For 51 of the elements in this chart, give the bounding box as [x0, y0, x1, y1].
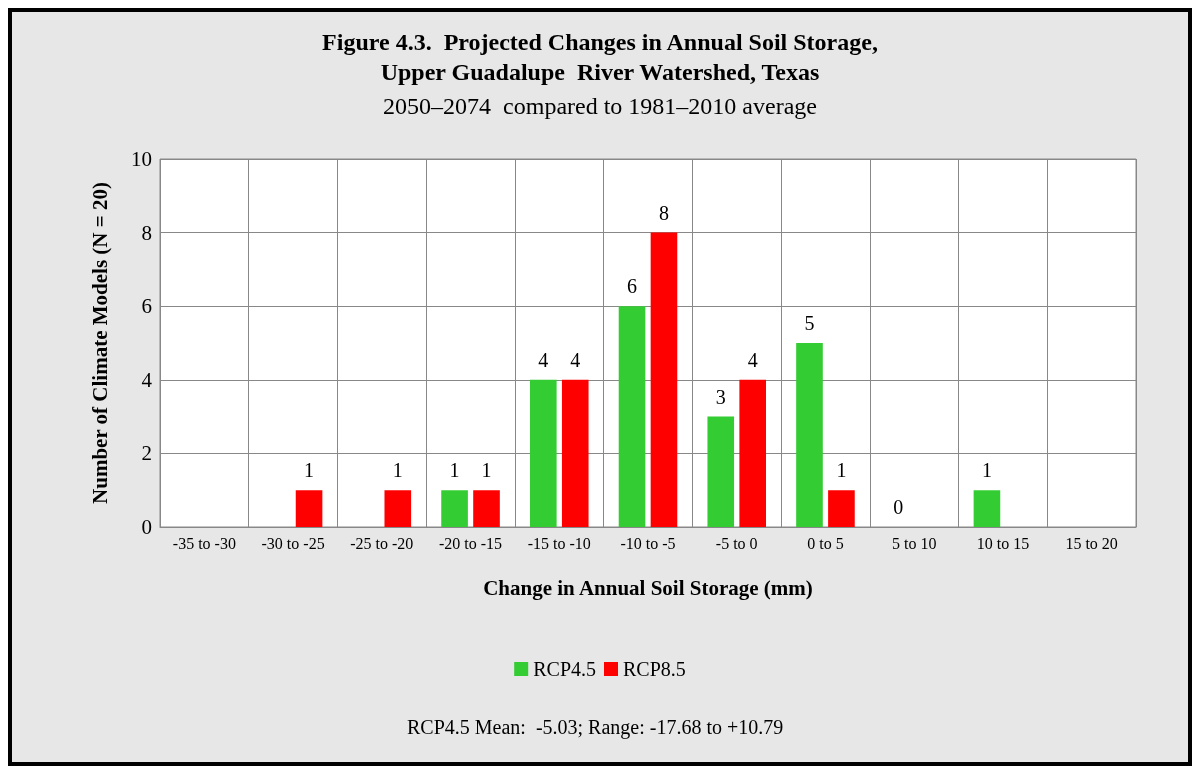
- data-label: 8: [658, 201, 669, 224]
- data-label: 1: [481, 459, 492, 482]
- y-tick-label: 6: [141, 294, 152, 319]
- bar: [384, 490, 412, 527]
- x-tick-label: -20 to -15: [438, 534, 503, 552]
- x-axis-title: Change in Annual Soil Storage (mm): [483, 575, 813, 600]
- chart-subtitle: 2050–2074 compared to 1981–2010 average: [383, 93, 817, 119]
- bar: [295, 490, 323, 527]
- data-label: 4: [570, 348, 581, 371]
- x-tick-label: -30 to -25: [261, 534, 325, 552]
- y-axis-title: Number of Climate Models (N = 20): [87, 182, 112, 504]
- text: RCP4.5 Mean: -5.03; Range: -17.68 to +10.79: [407, 716, 784, 739]
- data-label: 1: [449, 459, 460, 482]
- x-tick-label: 0 to 5: [807, 534, 844, 552]
- bar: [473, 490, 500, 527]
- data-label: 3: [715, 385, 726, 408]
- x-tick-label: -25 to -20: [350, 534, 414, 552]
- chart-title: Figure 4.3. Projected Changes in Annual Soil Storage, Upper Guadalupe River Watershed, Texas: [322, 29, 878, 85]
- y-tick-label: 10: [131, 147, 152, 171]
- data-label: 1: [836, 459, 847, 482]
- x-tick-label: 10 to 15: [976, 534, 1030, 552]
- y-tick-label: 4: [141, 367, 153, 392]
- y-tick-label: 0: [141, 515, 152, 539]
- y-tick-label: 2: [141, 441, 152, 466]
- x-tick-label: 5 to 10: [891, 534, 937, 552]
- x-tick-label: -35 to -30: [172, 534, 236, 552]
- data-label: 4: [538, 348, 549, 371]
- data-label: 6: [627, 275, 638, 298]
- bar: [618, 306, 646, 527]
- bar: [441, 490, 468, 527]
- bar: [796, 343, 823, 527]
- legend-label: RCP4.5: [533, 658, 597, 680]
- bar: [529, 379, 557, 527]
- bar: [828, 490, 855, 527]
- x-tick-label: -5 to 0: [715, 534, 758, 552]
- x-tick-label: 15 to 20: [1065, 534, 1118, 552]
- data-label: 4: [747, 348, 758, 371]
- bar: [707, 416, 735, 527]
- x-tick-label: -10 to -5: [620, 534, 676, 552]
- data-label: 1: [392, 459, 403, 482]
- data-label: 0: [893, 496, 904, 518]
- y-tick-label: 8: [141, 220, 152, 245]
- data-label: 1: [981, 459, 992, 482]
- bar: [561, 379, 589, 527]
- bar: [739, 379, 767, 527]
- legend-label: RCP8.5: [623, 658, 686, 680]
- bar: [650, 232, 678, 527]
- data-label: 1: [304, 459, 315, 482]
- bar: [973, 490, 1001, 527]
- data-label: 5: [804, 312, 815, 334]
- x-tick-label: -15 to -10: [527, 534, 591, 552]
